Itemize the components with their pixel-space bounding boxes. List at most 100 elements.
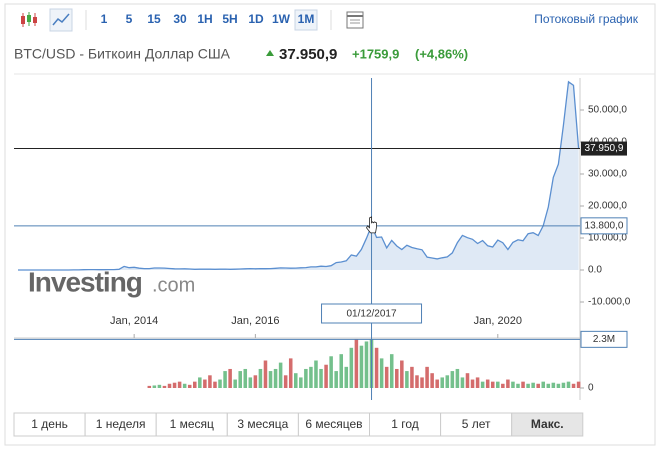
interval-active xyxy=(294,9,318,31)
volume-bar xyxy=(420,377,424,388)
crosshair-y-label: 13.800,0 xyxy=(585,220,624,231)
range-label[interactable]: 1 год xyxy=(391,417,419,431)
watermark: Investing xyxy=(28,266,142,297)
y-tick-label: 10.000,0 xyxy=(588,233,627,244)
interval[interactable]: 15 xyxy=(147,12,161,26)
volume-bar xyxy=(395,368,399,388)
volume-bar xyxy=(415,375,419,388)
volume-bar xyxy=(531,382,535,388)
volume-bar xyxy=(379,358,384,388)
price: 37.950,9 xyxy=(279,46,337,63)
volume-bar xyxy=(405,371,409,388)
volume-bar xyxy=(541,381,546,388)
volume-bar xyxy=(283,375,288,388)
volume-tick-label: 0 xyxy=(588,383,594,394)
interval[interactable]: 5 xyxy=(126,12,133,26)
volume-bar xyxy=(485,379,490,388)
volume-bar xyxy=(384,366,389,388)
volume-bar xyxy=(501,383,505,388)
range-label[interactable]: 1 неделя xyxy=(96,417,146,431)
volume-bar xyxy=(354,339,359,388)
volume-bar xyxy=(203,379,207,388)
crosshair-y-box xyxy=(580,217,628,235)
crosshair-x-box xyxy=(321,303,423,324)
volume-bar xyxy=(490,381,495,388)
table-icon[interactable] xyxy=(346,11,364,29)
volume-bar xyxy=(339,354,343,388)
volume-bar xyxy=(208,375,212,388)
stream-link[interactable]: Потоковый график xyxy=(534,12,638,26)
volume-bar xyxy=(506,379,510,388)
volume-bar xyxy=(445,375,450,388)
interval[interactable]: 5H xyxy=(222,12,237,26)
interval[interactable]: 30 xyxy=(173,12,187,26)
volume-bar xyxy=(465,373,470,388)
change-pct: (+4,86%) xyxy=(415,46,468,61)
y-tick-label: 0.0 xyxy=(588,265,602,276)
volume-bar xyxy=(349,347,354,388)
last-price-box xyxy=(581,141,627,156)
volume-bar xyxy=(228,368,232,388)
volume-bar xyxy=(430,373,434,388)
volume-bar xyxy=(440,377,445,388)
volume-bar xyxy=(425,366,429,388)
volume-bar xyxy=(546,383,551,388)
volume-bar xyxy=(374,347,379,388)
line-icon[interactable] xyxy=(49,8,73,32)
range-label[interactable]: 6 месяцев xyxy=(305,417,362,431)
volume-bar xyxy=(556,383,561,388)
interval[interactable]: 1 xyxy=(101,12,108,26)
volume-bar xyxy=(253,375,258,388)
volume-bar xyxy=(475,377,480,388)
x-tick-label: Jan, 2020 xyxy=(474,315,522,327)
range-label[interactable]: 1 месяц xyxy=(170,417,214,431)
cursor xyxy=(366,216,377,234)
volume-bar xyxy=(334,371,338,388)
crosshair-vol-label: 2.3M xyxy=(593,334,615,345)
volume-bar xyxy=(299,377,303,388)
price-line xyxy=(18,80,580,271)
volume-bar xyxy=(576,381,581,388)
volume-bar xyxy=(192,381,197,388)
volume-bar xyxy=(460,377,465,388)
watermark-suffix: .com xyxy=(152,274,195,296)
range-label[interactable]: 5 лет xyxy=(462,417,491,431)
volume-bar xyxy=(288,358,293,388)
interval[interactable]: 1M xyxy=(298,12,315,26)
volume-bar xyxy=(435,379,439,388)
volume-bar xyxy=(364,341,369,388)
up-arrow xyxy=(266,50,274,56)
y-tick-label: 20.000,0 xyxy=(588,201,627,212)
range-label[interactable]: 1 день xyxy=(31,417,68,431)
volume-bar xyxy=(536,383,540,388)
range-label[interactable]: 3 месяца xyxy=(237,417,288,431)
volume-bar xyxy=(304,368,308,388)
volume-bar xyxy=(511,381,515,388)
volume-bar xyxy=(218,379,222,388)
volume-bar xyxy=(177,381,182,388)
volume-bar xyxy=(561,382,566,388)
volume-bar xyxy=(526,383,530,388)
interval[interactable]: 1H xyxy=(197,12,212,26)
volume-bar xyxy=(470,379,475,388)
volume-bar xyxy=(324,364,328,388)
range-active[interactable] xyxy=(511,412,584,437)
y-tick-label: -10.000,0 xyxy=(588,297,631,308)
volume-bar xyxy=(238,371,242,388)
volume-bar xyxy=(480,381,485,388)
volume-bar xyxy=(566,381,571,388)
volume-bar xyxy=(455,368,460,388)
symbol: BTC/USD - Биткоин Доллар США xyxy=(14,46,231,62)
volume-bar xyxy=(167,383,172,388)
change: +1759,9 xyxy=(352,46,399,61)
x-tick-label: Jan, 2014 xyxy=(110,315,158,327)
candle-icon[interactable] xyxy=(21,12,37,27)
range-label[interactable]: Макс. xyxy=(531,417,564,431)
volume-bar xyxy=(521,381,525,388)
volume-bar xyxy=(152,385,157,388)
volume-bar xyxy=(344,366,349,388)
interval[interactable]: 1W xyxy=(272,12,291,26)
interval[interactable]: 1D xyxy=(248,12,264,26)
volume-bar xyxy=(233,379,237,388)
